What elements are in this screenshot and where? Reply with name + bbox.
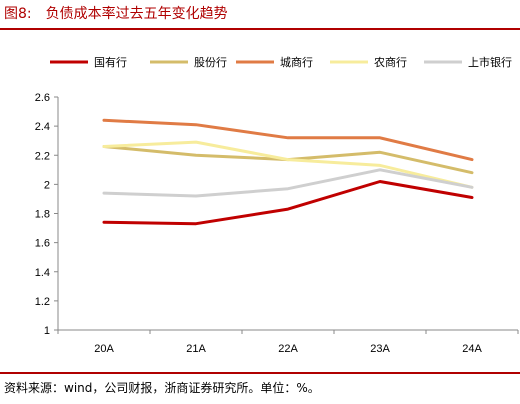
legend-item: 股份行: [150, 56, 227, 69]
figure-title: 图8: 负债成本率过去五年变化趋势: [4, 3, 228, 25]
line-chart: 国有行 股份行 城商行 农商行 上市银行 1 1.2 1.4 1.6 1.8 2 2.2 2.4 2.6…: [35, 55, 519, 355]
legend-item: 农商行: [330, 55, 407, 69]
x-tick-label: 21A: [186, 343, 206, 355]
y-tick-label: 2.6: [35, 92, 50, 104]
legend: 国有行 股份行 城商行 农商行 上市银行: [50, 55, 512, 69]
x-tick-label: 23A: [370, 343, 390, 355]
source-note: 资料来源：wind，公司财报，浙商证券研究所。单位：%。: [4, 381, 320, 395]
legend-item: 上市银行: [424, 55, 512, 69]
chart-title: 负债成本率过去五年变化趋势: [45, 6, 228, 22]
legend-label: 上市银行: [468, 55, 512, 69]
legend-item: 国有行: [50, 55, 127, 69]
x-tick-label: 20A: [94, 343, 114, 355]
series-line: [102, 168, 474, 198]
legend-label: 股份行: [194, 56, 227, 69]
y-tick-label: 1.2: [35, 296, 50, 308]
legend-item: 城商行: [236, 55, 313, 69]
legend-label: 农商行: [374, 55, 407, 69]
y-tick-label: 1.8: [35, 209, 50, 221]
y-tick-label: 1: [44, 325, 50, 337]
legend-label: 城商行: [280, 55, 313, 69]
y-tick-label: 1.6: [35, 238, 50, 250]
y-tick-label: 2.2: [35, 150, 50, 162]
x-tick-label: 24A: [462, 343, 482, 355]
series-line: [102, 118, 474, 162]
y-tick-label: 1.4: [35, 267, 50, 279]
series-line: [102, 180, 474, 226]
title-divider: [0, 28, 520, 30]
series-layer: [102, 118, 474, 226]
legend-label: 国有行: [94, 55, 127, 69]
axes: 1 1.2 1.4 1.6 1.8 2 2.2 2.4 2.6 20A 21A 22A 23A 24A: [35, 92, 519, 355]
figure-label: 图8:: [4, 6, 32, 22]
series-line: [102, 140, 474, 189]
y-tick-label: 2: [44, 179, 50, 191]
footer-divider: [0, 372, 520, 374]
x-tick-label: 22A: [278, 343, 298, 355]
y-tick-label: 2.4: [35, 121, 50, 133]
